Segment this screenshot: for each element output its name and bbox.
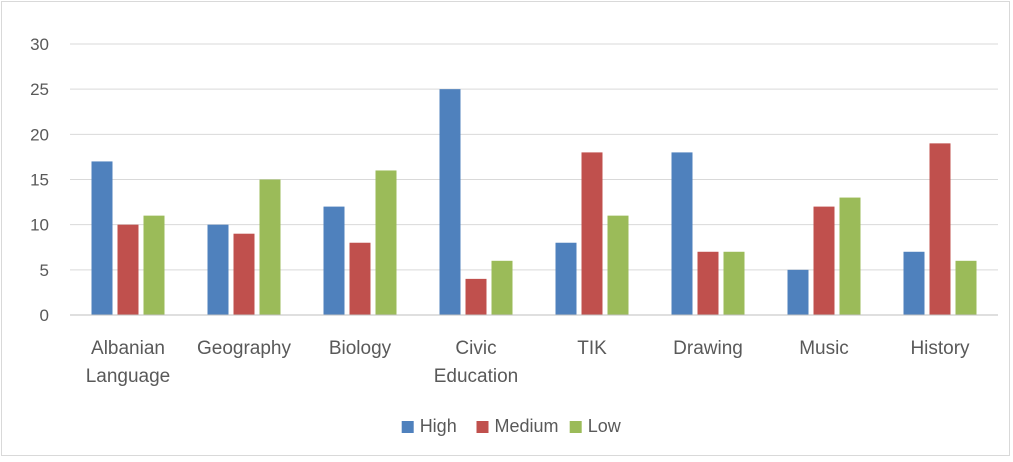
bar-low xyxy=(723,251,745,315)
x-category-label: Civic xyxy=(455,338,496,359)
bar-high xyxy=(555,242,577,315)
bar-low xyxy=(839,197,861,315)
x-category-label: Language xyxy=(86,366,171,387)
bar-medium xyxy=(929,143,951,315)
legend-swatch-high xyxy=(401,421,414,433)
x-category-label: Drawing xyxy=(673,338,743,359)
y-tick-label: 30 xyxy=(30,35,49,54)
y-tick-label: 0 xyxy=(40,306,49,325)
bar-high xyxy=(787,269,809,315)
x-category-label: Geography xyxy=(197,338,292,359)
legend-label-medium: Medium xyxy=(495,416,559,436)
bar-high xyxy=(207,224,229,315)
legend-label-low: Low xyxy=(588,416,622,436)
bar-high xyxy=(323,206,345,315)
bar-low xyxy=(259,179,281,315)
x-category-label: Education xyxy=(434,366,519,387)
y-tick-label: 20 xyxy=(30,125,49,144)
x-category-label: Music xyxy=(799,338,849,359)
x-category-label: History xyxy=(910,338,970,359)
bar-low xyxy=(143,215,165,315)
bar-medium xyxy=(117,224,139,315)
y-tick-label: 5 xyxy=(40,261,49,280)
y-tick-label: 25 xyxy=(30,80,49,99)
x-category-label: Albanian xyxy=(91,338,165,359)
legend-label-high: High xyxy=(420,416,457,436)
bar-low xyxy=(955,260,977,315)
bar-high xyxy=(91,161,113,315)
bar-medium xyxy=(581,152,603,315)
legend-swatch-medium xyxy=(476,421,489,433)
x-axis-labels: Albanian Language Geography Biology Civic Edu… xyxy=(86,338,970,387)
bar-medium xyxy=(349,242,371,315)
legend: High Medium Low xyxy=(401,416,622,436)
y-tick-label: 15 xyxy=(30,171,49,190)
legend-swatch-low xyxy=(569,421,582,433)
bar-low xyxy=(375,170,397,315)
bar-medium xyxy=(813,206,835,315)
bar-low xyxy=(491,260,513,315)
x-category-label: TIK xyxy=(577,338,607,359)
bar-medium xyxy=(697,251,719,315)
bar-medium xyxy=(233,233,255,315)
y-tick-label: 10 xyxy=(30,216,49,235)
bar-high xyxy=(671,152,693,315)
bar-high xyxy=(903,251,925,315)
bars xyxy=(91,89,977,316)
x-category-label: Biology xyxy=(329,338,392,359)
y-axis-ticks: 0 5 10 15 20 25 30 xyxy=(30,35,49,325)
bar-high xyxy=(439,89,461,316)
bar-medium xyxy=(465,278,487,315)
bar-low xyxy=(607,215,629,315)
